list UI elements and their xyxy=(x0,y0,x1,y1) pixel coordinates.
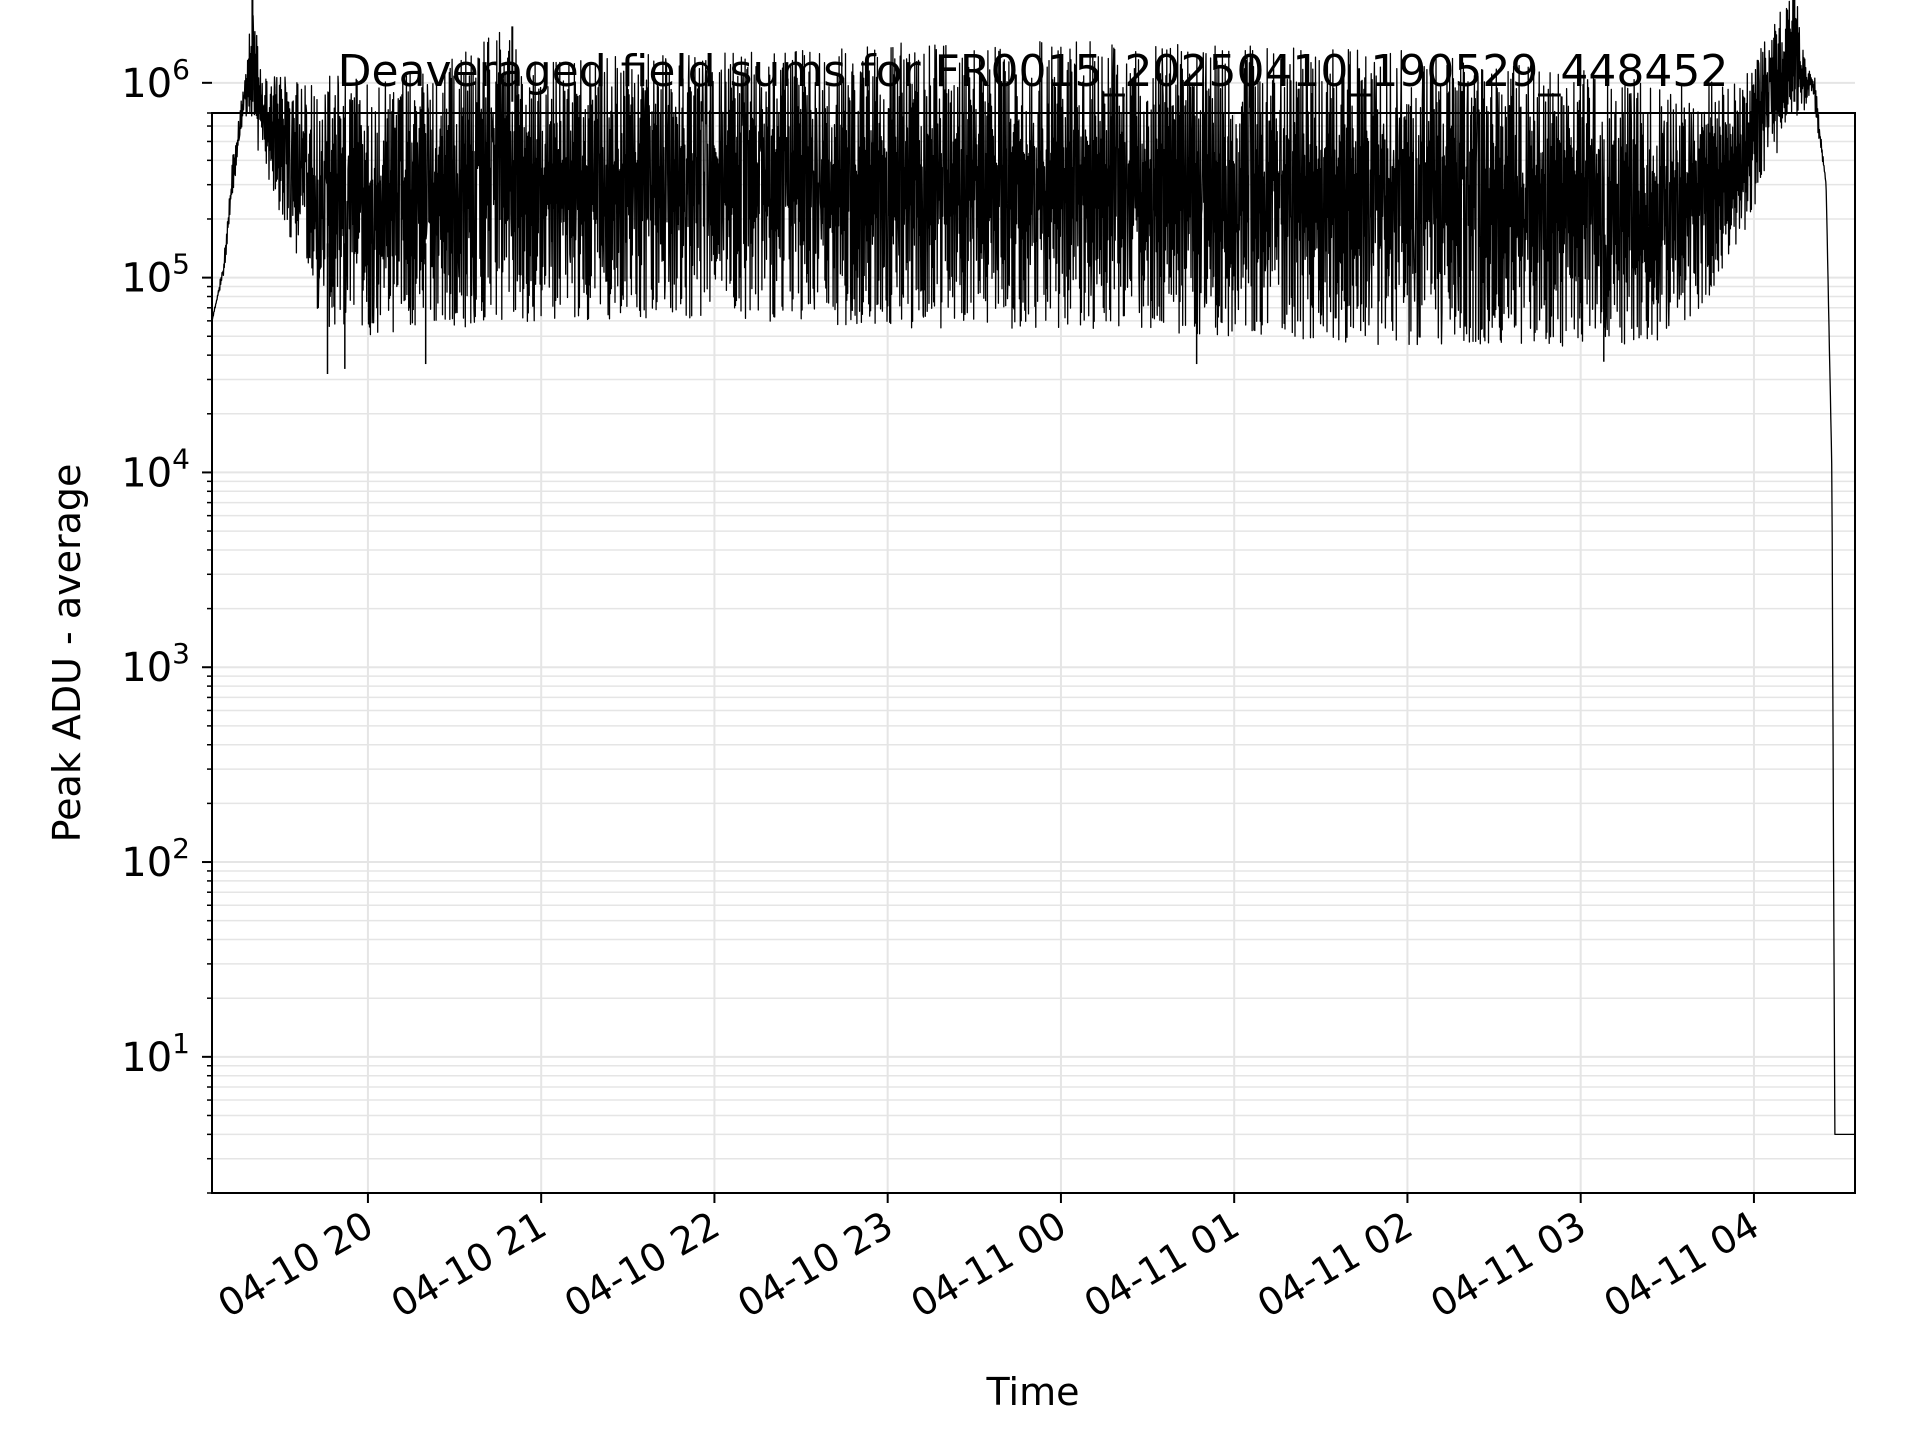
y-axis: 101 102 103 104 105 106 xyxy=(121,53,212,1194)
x-axis-label: Time xyxy=(986,1370,1080,1414)
series-layer xyxy=(211,0,1856,1136)
y-tick-label: 104 xyxy=(121,442,190,496)
chart-title: Deaveraged field sums for FR0015_2025041… xyxy=(338,46,1729,97)
y-axis-label: Peak ADU - average xyxy=(45,464,89,843)
plot-frame xyxy=(211,112,1856,1194)
y-tick-label: 102 xyxy=(121,832,190,886)
y-tick-label: 105 xyxy=(121,248,190,302)
y-tick-label: 106 xyxy=(121,53,190,107)
y-tick-label: 101 xyxy=(121,1027,190,1081)
y-tick-label: 103 xyxy=(121,637,190,691)
series-line xyxy=(211,0,1856,1136)
